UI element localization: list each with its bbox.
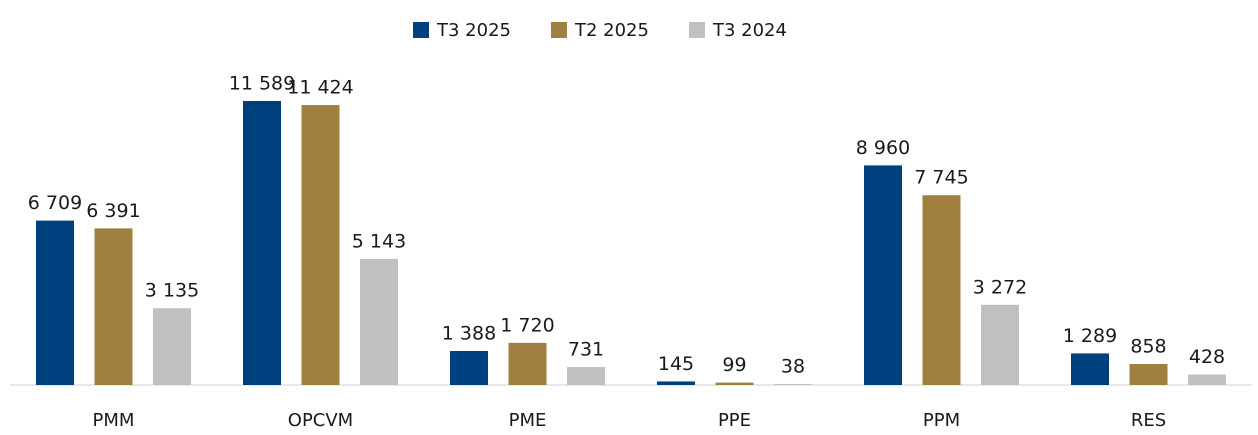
- value-label: 3 135: [145, 280, 199, 302]
- bar: [301, 105, 340, 385]
- value-label: 7 745: [914, 167, 968, 189]
- bar: [774, 384, 812, 385]
- value-label: 11 589: [229, 73, 295, 95]
- value-label: 1 388: [442, 322, 496, 344]
- x-tick-label: PPE: [718, 410, 751, 431]
- bar: [1129, 363, 1168, 385]
- bar: [657, 381, 695, 385]
- legend-swatch: [688, 22, 705, 38]
- x-tick-label: PME: [509, 410, 547, 431]
- value-label: 1 289: [1063, 325, 1117, 347]
- x-tick-label: PPM: [923, 410, 960, 431]
- legend-label: T2 2025: [574, 20, 649, 41]
- value-label: 38: [781, 356, 805, 378]
- legend-label: T3 2024: [712, 20, 787, 41]
- bar: [567, 367, 605, 385]
- value-label: 1 720: [500, 314, 554, 336]
- bar: [981, 304, 1019, 385]
- value-label: 8 960: [856, 137, 910, 159]
- value-label: 145: [658, 353, 694, 375]
- x-tick-label: RES: [1131, 410, 1166, 431]
- legend-label: T3 2025: [436, 20, 511, 41]
- value-label: 5 143: [352, 230, 406, 252]
- bar: [922, 195, 961, 385]
- bar: [450, 350, 488, 385]
- bar: [153, 308, 191, 385]
- bar: [360, 258, 398, 385]
- x-tick-label: PMM: [93, 410, 135, 431]
- value-label: 731: [568, 339, 604, 361]
- bar: [243, 101, 281, 385]
- value-label: 428: [1189, 346, 1225, 368]
- x-tick-label: OPCVM: [288, 410, 353, 431]
- bar: [1188, 374, 1226, 385]
- value-label: 99: [722, 354, 746, 376]
- bar: [1071, 353, 1109, 385]
- value-label: 3 272: [973, 276, 1027, 298]
- bar: [864, 165, 902, 385]
- bar: [715, 382, 754, 385]
- legend-swatch: [550, 22, 567, 38]
- bar: [508, 342, 547, 385]
- value-label: 6 391: [86, 200, 140, 222]
- bar: [94, 228, 133, 385]
- value-label: 11 424: [287, 77, 353, 99]
- value-label: 858: [1130, 335, 1166, 357]
- value-label: 6 709: [28, 192, 82, 214]
- legend-swatch: [413, 22, 429, 38]
- bar: [36, 220, 74, 385]
